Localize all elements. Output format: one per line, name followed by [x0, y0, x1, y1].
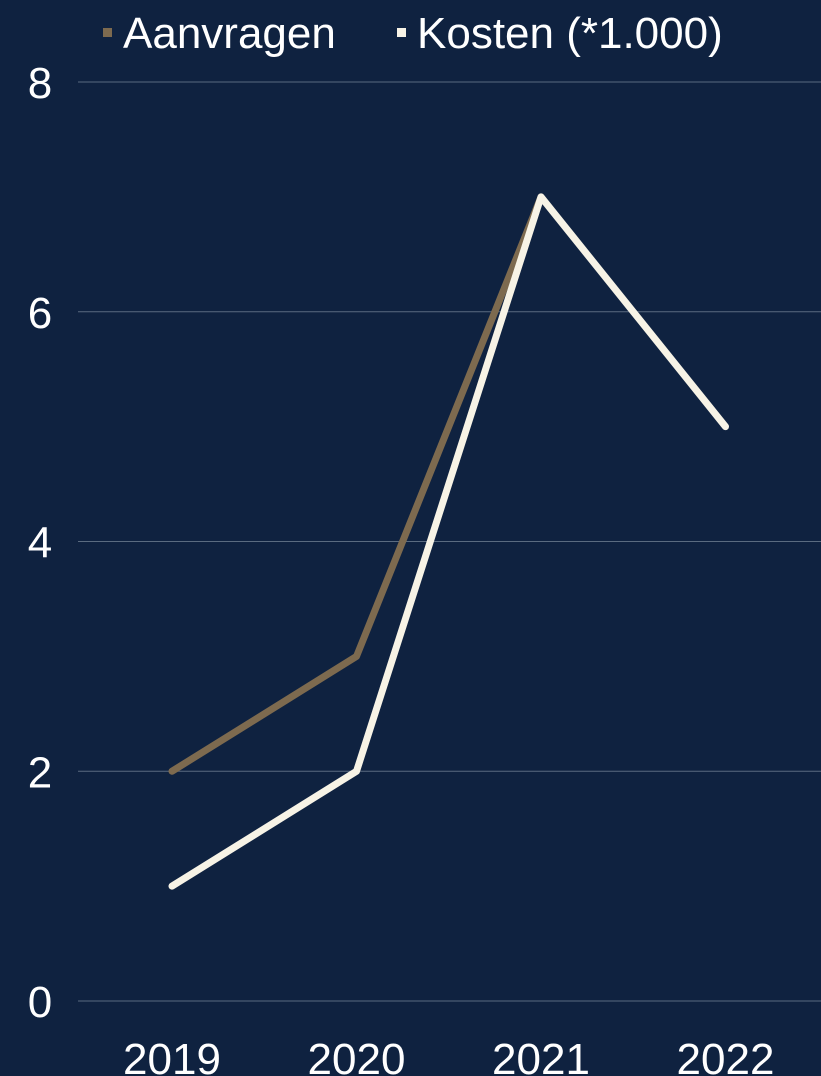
y-tick-label: 8: [28, 59, 52, 108]
x-tick-label: 2022: [677, 1035, 775, 1076]
x-tick-label: 2020: [308, 1035, 406, 1076]
legend-label: Kosten (*1.000): [417, 9, 723, 58]
y-tick-label: 6: [28, 289, 52, 338]
x-axis-tick-labels: 2019 2020 2021 2022: [123, 1035, 774, 1076]
series-line-0: [168, 193, 545, 775]
gridlines: [78, 81, 821, 1002]
legend-marker: [397, 28, 406, 37]
x-tick-label: 2021: [492, 1035, 590, 1076]
series-lines: [168, 193, 729, 890]
y-axis-tick-labels: 0 2 4 6 8: [28, 59, 52, 1027]
y-tick-label: 2: [28, 748, 52, 797]
y-tick-label: 0: [28, 978, 52, 1027]
series-line-1: [168, 193, 729, 890]
y-tick-label: 4: [28, 519, 52, 568]
legend: Aanvragen Kosten (*1.000): [103, 9, 723, 58]
legend-marker: [103, 28, 112, 37]
x-tick-label: 2019: [123, 1035, 221, 1076]
legend-label: Aanvragen: [123, 9, 336, 58]
